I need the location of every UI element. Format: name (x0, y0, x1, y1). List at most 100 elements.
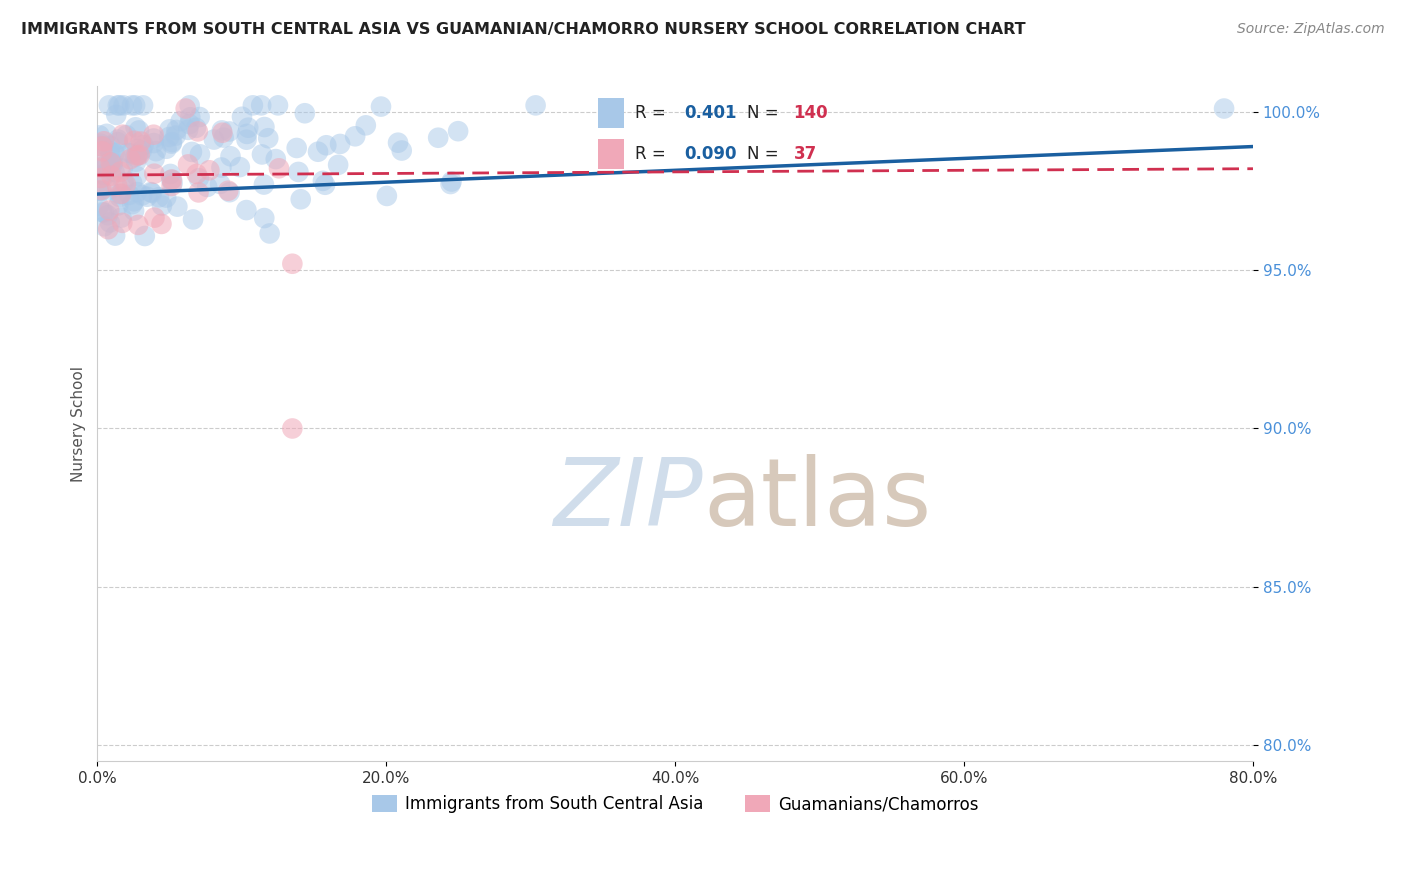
Point (202, 132, 225, 146)
Point (166, 123, 188, 137)
Point (132, 98, 155, 112)
Point (110, 186, 132, 201)
Point (267, 161, 290, 176)
Point (118, 187, 141, 202)
Point (236, 127, 259, 141)
Point (100, 155, 122, 169)
Point (387, 136, 409, 150)
Point (93, 134, 115, 148)
Point (142, 128, 165, 142)
Point (87, 199, 110, 213)
Point (160, 178, 183, 193)
Point (155, 190, 177, 204)
Point (112, 176, 135, 190)
Point (287, 165, 309, 179)
Text: 140: 140 (793, 104, 828, 122)
Point (108, 98, 131, 112)
Point (285, 141, 308, 155)
Point (155, 142, 177, 156)
Point (108, 187, 131, 202)
Point (94, 168, 117, 182)
Point (160, 136, 183, 151)
Point (211, 126, 233, 140)
Point (98, 138, 121, 153)
Point (198, 163, 221, 178)
Point (103, 165, 125, 179)
Point (98, 215, 121, 229)
Point (294, 106, 316, 120)
Point (89, 138, 111, 153)
Point (250, 98, 273, 112)
Point (107, 198, 129, 212)
Point (219, 149, 242, 163)
Point (209, 177, 232, 191)
Point (184, 120, 207, 135)
Point (98, 145, 121, 159)
Point (129, 135, 152, 149)
Point (238, 120, 260, 135)
Text: R =: R = (634, 145, 671, 163)
Point (125, 148, 148, 162)
Point (97, 98, 120, 112)
Point (115, 128, 138, 143)
Point (290, 192, 312, 206)
Point (93, 219, 115, 234)
Point (179, 117, 201, 131)
Point (166, 200, 188, 214)
Text: R =: R = (634, 104, 671, 122)
Point (128, 148, 150, 162)
Point (122, 203, 145, 218)
Point (267, 98, 290, 112)
Point (218, 124, 240, 138)
Point (235, 133, 257, 147)
Point (329, 136, 352, 151)
Point (159, 167, 181, 181)
Point (150, 198, 173, 212)
Point (143, 211, 166, 225)
Point (90, 183, 112, 197)
Point (90, 171, 112, 186)
Point (112, 98, 135, 112)
Point (160, 135, 183, 149)
Point (139, 185, 162, 199)
Point (134, 229, 156, 244)
Point (115, 178, 138, 192)
Point (187, 124, 209, 138)
Point (127, 142, 149, 156)
Point (264, 152, 287, 166)
Point (253, 211, 276, 225)
Point (117, 145, 139, 160)
Point (160, 172, 183, 186)
Point (314, 178, 336, 192)
Point (108, 190, 131, 204)
Point (370, 99, 392, 113)
Text: N =: N = (747, 145, 778, 163)
Point (93, 160, 115, 174)
Point (100, 148, 122, 162)
Point (257, 131, 280, 145)
Point (131, 143, 153, 157)
Point (231, 110, 253, 124)
Point (375, 189, 398, 203)
Point (100, 169, 122, 183)
Point (148, 190, 170, 204)
Point (315, 138, 337, 153)
Point (188, 110, 211, 124)
Point (91, 145, 114, 159)
Point (187, 171, 209, 186)
Point (187, 186, 209, 200)
Point (90, 184, 112, 198)
Point (107, 135, 129, 149)
Point (524, 98, 547, 112)
Point (150, 217, 173, 231)
Point (127, 185, 149, 199)
Point (145, 144, 167, 158)
Text: N =: N = (747, 104, 778, 122)
Point (250, 147, 273, 161)
Point (160, 172, 183, 186)
Text: IMMIGRANTS FROM SOUTH CENTRAL ASIA VS GUAMANIAN/CHAMORRO NURSERY SCHOOL CORRELAT: IMMIGRANTS FROM SOUTH CENTRAL ASIA VS GU… (21, 22, 1026, 37)
Point (253, 120, 276, 134)
Point (111, 216, 134, 230)
Legend: Immigrants from South Central Asia, Guamanians/Chamorros: Immigrants from South Central Asia, Guam… (371, 796, 979, 814)
Text: 37: 37 (793, 145, 817, 163)
